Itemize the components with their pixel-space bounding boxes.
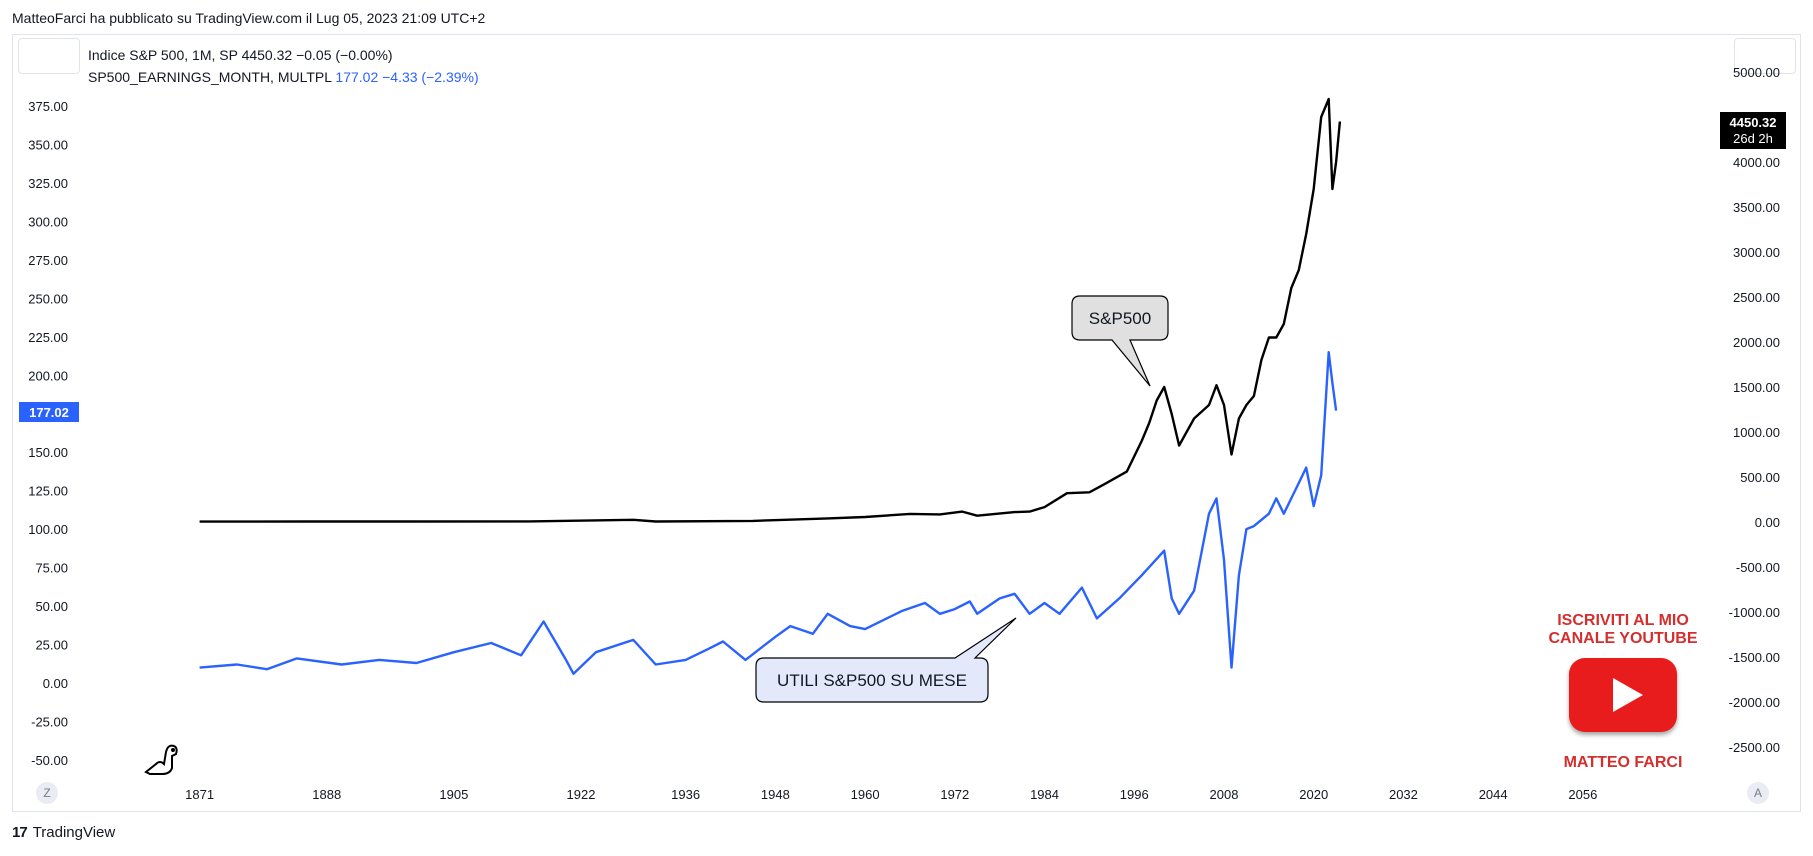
x-tick-label: 1948 [761,787,790,802]
x-tick-label: 1996 [1120,787,1149,802]
legend-earnings-values: 177.02 −4.33 (−2.39%) [335,69,479,85]
x-tick-label: 2008 [1210,787,1239,802]
right-badge-bg [1720,112,1786,149]
left-tick-label: 300.00 [28,214,68,229]
x-tick-label: 1936 [671,787,700,802]
left-corner-box[interactable] [18,38,80,74]
right-tick-label: -2500.00 [1729,740,1780,755]
x-tick-label: 2032 [1389,787,1418,802]
x-tick-label: 1984 [1030,787,1059,802]
right-badge-countdown: 26d 2h [1733,131,1773,146]
left-tick-label: -25.00 [31,714,68,729]
right-tick-label: -1000.00 [1729,605,1780,620]
series-line-sp500 [199,97,1342,523]
right-tick-label: 500.00 [1740,470,1780,485]
right-tick-label: -500.00 [1736,560,1780,575]
callout-sp500: S&P500 [1071,295,1169,387]
x-tick-label: 1871 [185,787,214,802]
right-tick-label: 1500.00 [1733,380,1780,395]
left-tick-label: 200.00 [28,368,68,383]
right-tick-label: 3500.00 [1733,200,1780,215]
left-tick-label: 350.00 [28,137,68,152]
x-tick-label: 1972 [940,787,969,802]
right-tick-label: -2000.00 [1729,695,1780,710]
legend-earnings-name: SP500_EARNINGS_MONTH, MULTPL [88,69,332,85]
left-tick-label: 375.00 [28,99,68,114]
dinosaur-icon [144,744,178,775]
legend-earnings[interactable]: SP500_EARNINGS_MONTH, MULTPL 177.02 −4.3… [88,66,479,88]
x-tick-label: 2044 [1479,787,1508,802]
left-tick-label: 325.00 [28,176,68,191]
left-badge-text: 177.02 [29,405,69,420]
tradingview-logo-icon: 17 [12,824,28,841]
left-tick-label: 75.00 [35,561,68,576]
right-tick-label: 3000.00 [1733,245,1780,260]
legend-sp500[interactable]: Indice S&P 500, 1M, SP 4450.32 −0.05 (−0… [88,47,393,63]
right-tick-label: 0.00 [1755,515,1780,530]
chart-legend: Indice S&P 500, 1M, SP 4450.32 −0.05 (−0… [88,44,479,88]
series-line-earnings [199,351,1338,675]
left-badge-bg [19,402,79,422]
x-tick-label: 1960 [851,787,880,802]
x-tick-label: 1888 [312,787,341,802]
x-tick-label: 1922 [567,787,596,802]
left-axis: 375.00 350.00 325.00 300.00 275.00 250.00 225.… [28,99,68,768]
left-tick-label: 100.00 [28,522,68,537]
left-tick-label: 275.00 [28,253,68,268]
left-tick-label: 150.00 [28,445,68,460]
right-last-value-badge: 4450.32 26d 2h [1720,112,1786,149]
zoom-button[interactable]: Z [36,782,58,804]
right-badge-value: 4450.32 [1730,115,1777,130]
footer-brand-text: TradingView [32,824,116,841]
left-tick-label: -50.00 [31,753,68,768]
right-tick-label: 1000.00 [1733,425,1780,440]
right-tick-label: 4000.00 [1733,155,1780,170]
left-tick-label: 0.00 [43,676,68,691]
chart-frame [12,34,1801,812]
left-tick-label: 125.00 [28,484,68,499]
time-axis: 1871 1888 1905 1922 1936 1948 1960 1972 1984 1996… [185,787,1597,802]
x-tick-label: 2056 [1568,787,1597,802]
right-tick-label: 2000.00 [1733,335,1780,350]
right-tick-label: 5000.00 [1733,65,1780,80]
youtube-play-icon[interactable] [1569,658,1677,732]
right-corner-box[interactable] [1734,38,1796,74]
callout-earnings-text: UTILI S&P500 SU MESE [777,671,967,690]
left-tick-label: 225.00 [28,330,68,345]
right-tick-label: -1500.00 [1729,650,1780,665]
auto-scale-button[interactable]: A [1747,782,1769,804]
promo-name: MATTEO FARCI [1563,754,1683,771]
left-tick-label: 250.00 [28,291,68,306]
left-tick-label: 25.00 [35,638,68,653]
left-tick-label: 50.00 [35,599,68,614]
promo-line-2: CANALE YOUTUBE [1548,630,1698,647]
right-tick-label: 2500.00 [1733,290,1780,305]
x-tick-label: 2020 [1299,787,1328,802]
promo-line-1: ISCRIVITI AL MIO [1557,612,1689,629]
callout-earnings: UTILI S&P500 SU MESE [755,617,1017,703]
callout-earnings-shape [755,617,1017,703]
callout-sp500-text: S&P500 [1089,309,1151,328]
x-tick-label: 1905 [439,787,468,802]
right-axis: 5000.00 4000.00 3500.00 3000.00 2500.00 2000.… [1729,65,1780,755]
left-last-value-badge: 177.02 [19,402,79,422]
footer-brand[interactable]: 17 TradingView [12,824,115,841]
callout-sp500-shape [1071,295,1169,387]
publisher-line: MatteoFarci ha pubblicato su TradingView… [12,10,486,26]
youtube-promo[interactable]: ISCRIVITI AL MIO CANALE YOUTUBE MATTEO F… [1530,612,1716,772]
